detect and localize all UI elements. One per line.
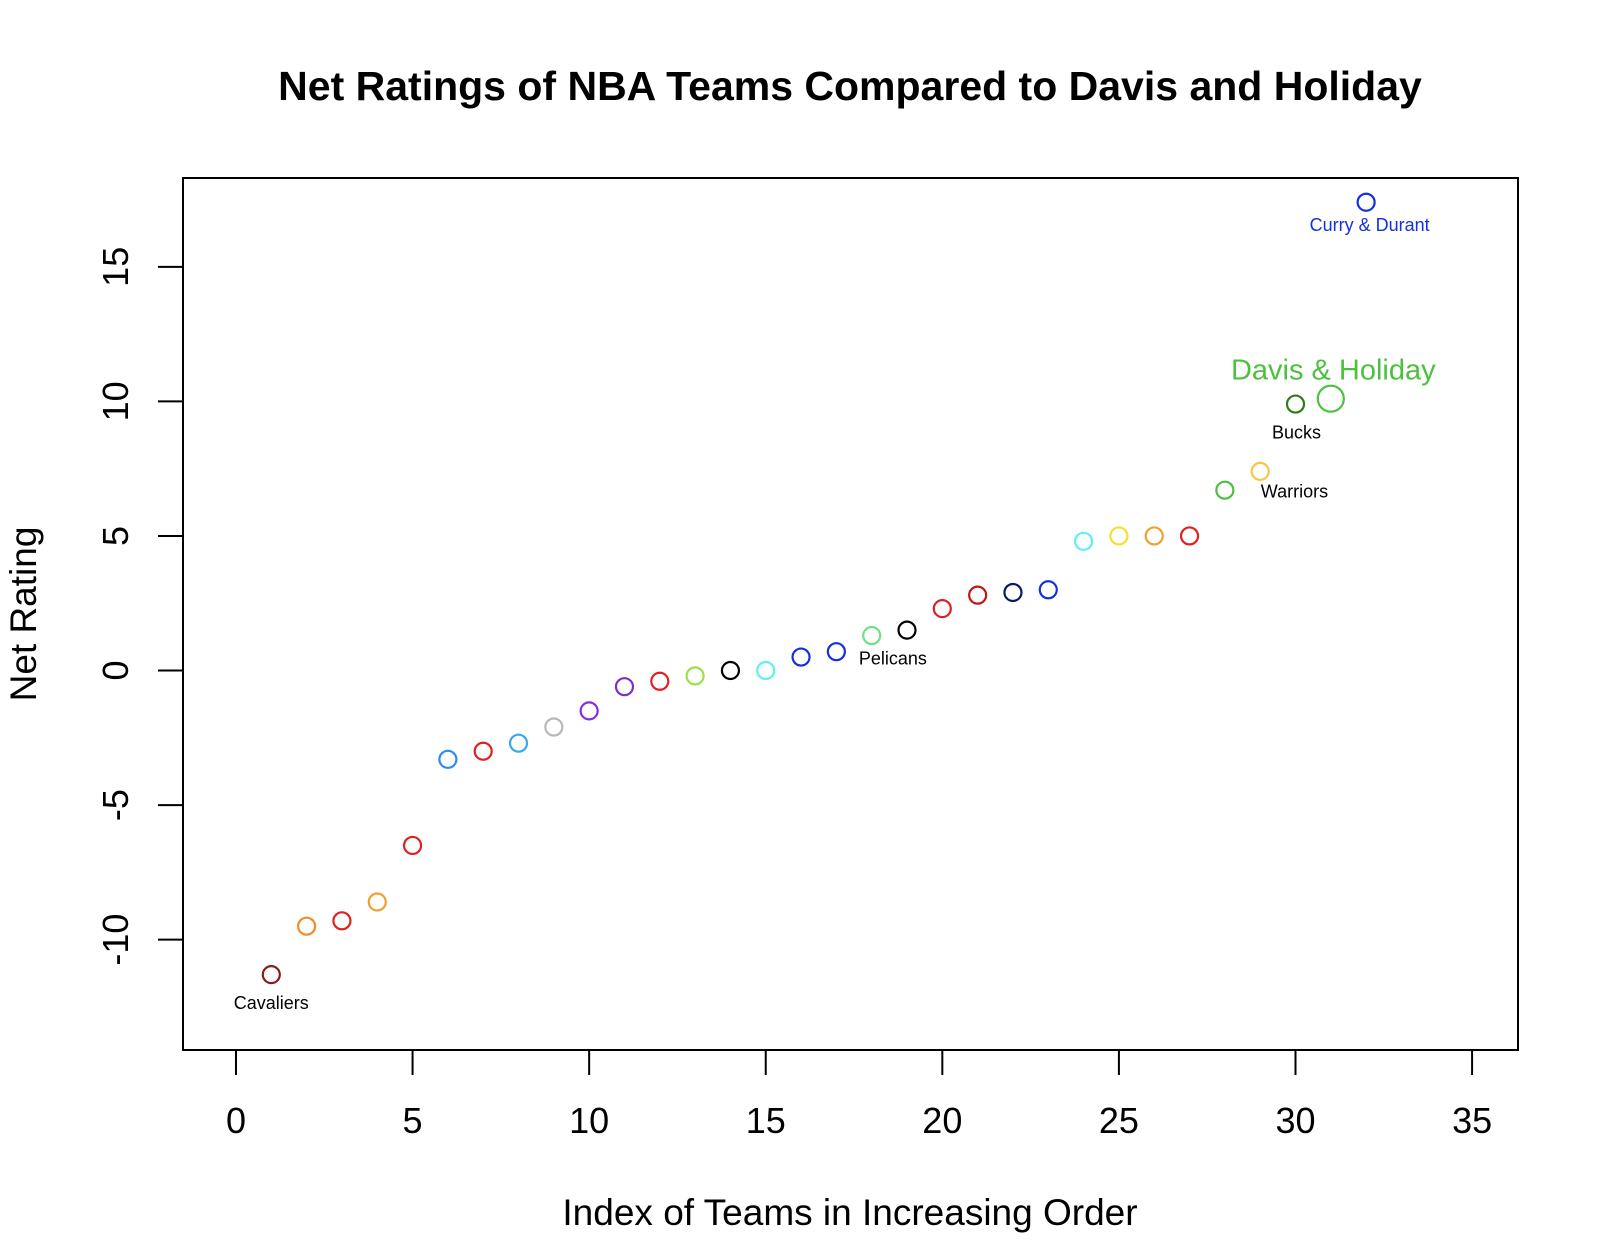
data-point	[1038, 580, 1058, 600]
x-tick-label: 15	[746, 1100, 786, 1141]
data-point	[897, 620, 917, 640]
data-point	[756, 660, 776, 681]
data-point	[508, 733, 529, 753]
data-point	[932, 599, 952, 619]
data-point	[1179, 526, 1200, 546]
annotation-label: Curry & Durant	[1310, 215, 1430, 235]
data-point	[862, 625, 882, 646]
y-axis-title: Net Rating	[3, 527, 44, 702]
x-axis-title: Index of Teams in Increasing Order	[562, 1192, 1137, 1233]
y-tick-label: 15	[95, 247, 136, 287]
data-point	[367, 892, 387, 912]
data-point	[1109, 526, 1129, 546]
chart-title: Net Ratings of NBA Teams Compared to Dav…	[278, 63, 1422, 109]
x-tick-label: 5	[403, 1100, 423, 1141]
x-tick-label: 20	[922, 1100, 962, 1141]
data-point	[1356, 192, 1376, 212]
annotation-label: Warriors	[1261, 482, 1328, 502]
data-point	[1144, 526, 1164, 546]
annotation-label: Bucks	[1272, 422, 1321, 442]
data-point	[1250, 461, 1270, 481]
y-tick-label: 10	[95, 381, 136, 421]
annotation-label: Pelicans	[859, 649, 927, 669]
data-point	[1003, 582, 1023, 603]
data-point	[261, 965, 281, 985]
y-tick-label: 5	[95, 526, 136, 546]
annotations: Cavaliers Pelicans Warriors Bucks Davis & Ho…	[234, 215, 1436, 1013]
data-point	[826, 642, 846, 662]
data-point	[473, 741, 493, 761]
x-tick-label: 30	[1275, 1100, 1315, 1141]
data-points	[261, 192, 1376, 985]
data-point-highlight	[1316, 384, 1345, 413]
data-point	[1215, 480, 1235, 500]
data-point	[614, 677, 635, 697]
data-point	[332, 911, 352, 931]
data-point	[438, 749, 458, 769]
x-tick-label: 25	[1099, 1100, 1139, 1141]
plot-frame	[182, 177, 1519, 1051]
data-point	[968, 585, 988, 605]
data-point	[1073, 531, 1094, 551]
x-tick-label: 10	[569, 1100, 609, 1141]
data-point	[685, 666, 705, 686]
data-point	[650, 671, 670, 691]
y-tick-label: -10	[95, 914, 136, 966]
y-tick-label: 0	[95, 661, 136, 681]
data-point	[402, 835, 423, 856]
x-tick-label: 35	[1452, 1100, 1492, 1141]
data-point	[720, 660, 741, 681]
annotation-label: Cavaliers	[234, 993, 309, 1013]
data-point	[544, 717, 564, 737]
annotation-label: Davis & Holiday	[1231, 354, 1436, 386]
data-point	[579, 701, 599, 721]
data-point	[791, 647, 811, 667]
x-axis: 0 5 10 15 20 25 30 35	[226, 1049, 1492, 1141]
y-tick-label: -5	[95, 789, 136, 821]
x-tick-label: 0	[226, 1100, 246, 1141]
data-point	[1285, 394, 1306, 414]
y-axis: -10 -5 0 5 10 15	[95, 247, 184, 966]
data-point	[297, 916, 317, 936]
